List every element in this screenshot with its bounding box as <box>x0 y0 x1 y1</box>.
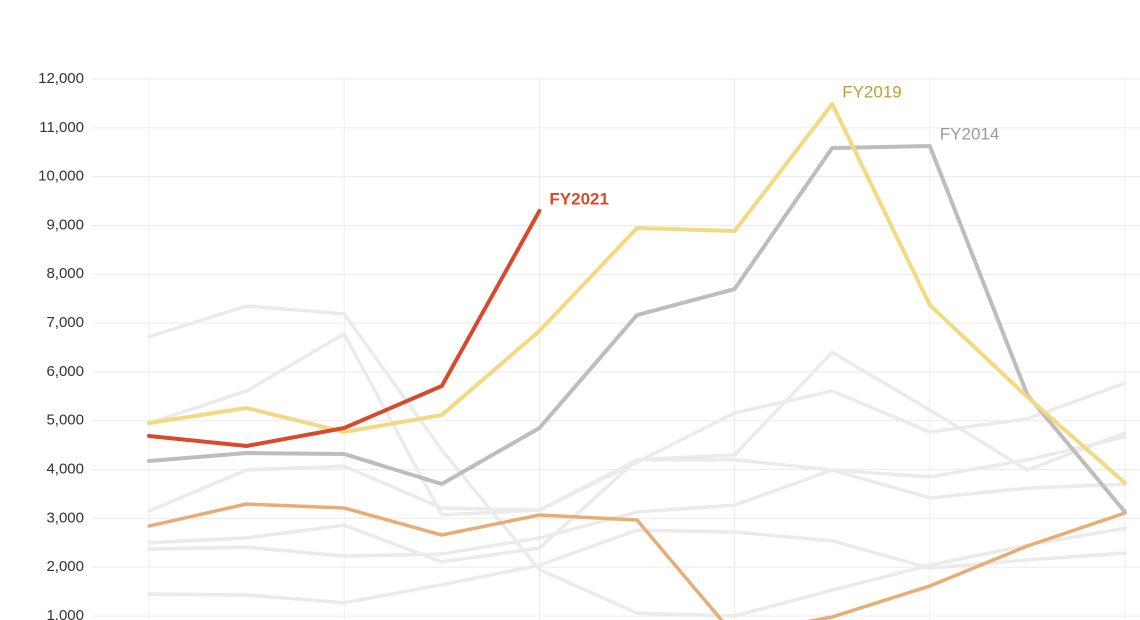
y-tick-label: 12,000 <box>38 70 84 87</box>
series-line <box>147 304 1127 618</box>
y-tick-label: 7,000 <box>46 314 84 331</box>
y-tick-label: 11,000 <box>39 119 84 136</box>
y-tick-label: 3,000 <box>46 509 84 526</box>
series-line <box>147 101 1127 486</box>
series-label: FY2014 <box>940 125 1000 144</box>
y-tick-label: 2,000 <box>46 558 84 575</box>
series-line <box>147 502 1127 620</box>
series-label: FY2021 <box>549 189 609 208</box>
y-tick-label: 8,000 <box>46 265 84 282</box>
series-line <box>147 209 542 449</box>
series-line <box>147 528 1127 605</box>
y-tick-label: 6,000 <box>46 363 84 380</box>
series-line <box>147 144 1127 515</box>
series-line <box>147 381 1127 513</box>
y-tick-label: 4,000 <box>46 461 84 478</box>
series-line <box>147 435 1127 564</box>
y-tick-label: 5,000 <box>46 412 84 429</box>
y-tick-label: 9,000 <box>46 216 84 233</box>
y-tick-label: 10,000 <box>38 168 84 185</box>
series-label: FY2019 <box>842 82 902 101</box>
series-line <box>147 468 1127 558</box>
y-tick-label: 1,000 <box>46 607 84 620</box>
